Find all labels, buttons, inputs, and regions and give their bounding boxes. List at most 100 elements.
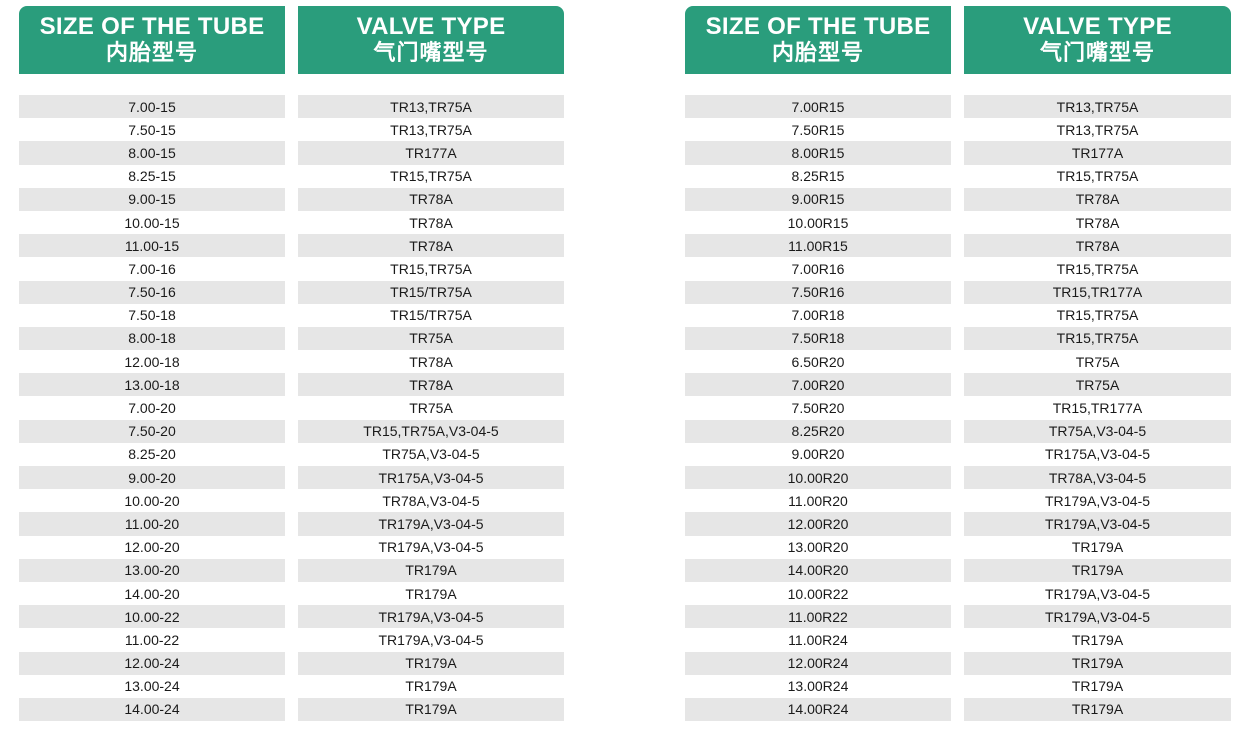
size-header-en: SIZE OF THE TUBE bbox=[39, 13, 265, 40]
tube-size-cell: 7.00R18 bbox=[685, 303, 951, 327]
table-row: 7.00R16 TR15,TR75A bbox=[685, 257, 1231, 281]
tube-size-cell: 7.50-16 bbox=[19, 280, 285, 304]
table-row: 13.00-18 TR78A bbox=[19, 373, 564, 397]
valve-type-cell: TR75A bbox=[298, 396, 564, 420]
valve-type-cell: TR179A,V3-04-5 bbox=[298, 512, 564, 536]
table-row: 7.50R20 TR15,TR177A bbox=[685, 396, 1231, 420]
valve-type-cell: TR78A,V3-04-5 bbox=[964, 466, 1231, 490]
tube-size-cell: 11.00-20 bbox=[19, 512, 285, 536]
radial-tube-table: SIZE OF THE TUBE 内胎型号 VALVE TYPE 气门嘴型号 7… bbox=[685, 6, 1231, 722]
table-row: 10.00-20 TR78A,V3-04-5 bbox=[19, 489, 564, 513]
table-row: 11.00R24 TR179A bbox=[685, 628, 1231, 652]
table-row: 11.00-22 TR179A,V3-04-5 bbox=[19, 628, 564, 652]
valve-type-cell: TR75A bbox=[964, 350, 1231, 374]
valve-type-cell: TR15,TR177A bbox=[964, 280, 1231, 304]
tube-size-cell: 14.00-20 bbox=[19, 581, 285, 606]
table-row: 11.00-20 TR179A,V3-04-5 bbox=[19, 512, 564, 536]
tube-size-cell: 13.00-18 bbox=[19, 373, 285, 397]
tube-size-cell: 11.00-22 bbox=[19, 628, 285, 652]
tube-size-cell: 8.00R15 bbox=[685, 141, 951, 165]
valve-type-cell: TR179A bbox=[298, 651, 564, 675]
valve-type-cell: TR179A,V3-04-5 bbox=[964, 512, 1231, 536]
valve-type-cell: TR179A bbox=[964, 628, 1231, 652]
table-row: 12.00-20 TR179A,V3-04-5 bbox=[19, 535, 564, 559]
valve-type-cell: TR75A,V3-04-5 bbox=[298, 442, 564, 466]
valve-type-cell: TR78A bbox=[298, 350, 564, 374]
valve-header-zh: 气门嘴型号 bbox=[373, 40, 489, 65]
valve-type-cell: TR15,TR75A bbox=[298, 164, 564, 188]
table-row: 12.00R20 TR179A,V3-04-5 bbox=[685, 512, 1231, 536]
tube-size-cell: 14.00R24 bbox=[685, 697, 951, 722]
valve-type-cell: TR78A bbox=[298, 210, 564, 235]
table-row: 8.25R20 TR75A,V3-04-5 bbox=[685, 419, 1231, 443]
table-row: 6.50R20 TR75A bbox=[685, 350, 1231, 374]
table-row: 12.00-18 TR78A bbox=[19, 350, 564, 374]
valve-header-en: VALVE TYPE bbox=[356, 13, 506, 40]
table-header: SIZE OF THE TUBE 内胎型号 VALVE TYPE 气门嘴型号 bbox=[685, 6, 1231, 74]
tube-size-cell: 11.00R20 bbox=[685, 489, 951, 513]
table-row: 13.00R24 TR179A bbox=[685, 674, 1231, 698]
tube-size-cell: 13.00R20 bbox=[685, 535, 951, 559]
valve-type-cell: TR78A bbox=[298, 234, 564, 258]
valve-column-header: VALVE TYPE 气门嘴型号 bbox=[964, 6, 1231, 74]
valve-type-cell: TR78A bbox=[964, 210, 1231, 235]
table-row: 8.00R15 TR177A bbox=[685, 141, 1231, 165]
valve-type-cell: TR13,TR75A bbox=[298, 95, 564, 119]
valve-type-cell: TR15,TR75A bbox=[964, 326, 1231, 351]
valve-type-cell: TR13,TR75A bbox=[298, 118, 564, 142]
valve-type-cell: TR78A,V3-04-5 bbox=[298, 489, 564, 513]
valve-header-en: VALVE TYPE bbox=[1023, 13, 1172, 40]
table-row: 7.50R16 TR15,TR177A bbox=[685, 280, 1231, 304]
tube-size-cell: 8.00-18 bbox=[19, 326, 285, 351]
tube-size-cell: 8.00-15 bbox=[19, 141, 285, 165]
size-column-header: SIZE OF THE TUBE 内胎型号 bbox=[685, 6, 951, 74]
valve-type-cell: TR78A bbox=[964, 234, 1231, 258]
table-row: 11.00-15 TR78A bbox=[19, 234, 564, 258]
tube-size-cell: 7.00R20 bbox=[685, 373, 951, 397]
tube-size-cell: 12.00R20 bbox=[685, 512, 951, 536]
tube-size-cell: 7.00R16 bbox=[685, 257, 951, 281]
table-row: 7.00R15 TR13,TR75A bbox=[685, 95, 1231, 119]
tube-size-cell: 6.50R20 bbox=[685, 350, 951, 374]
table-row: 7.50-15 TR13,TR75A bbox=[19, 118, 564, 142]
tube-size-cell: 10.00R22 bbox=[685, 581, 951, 606]
table-row: 7.50-20 TR15,TR75A,V3-04-5 bbox=[19, 419, 564, 443]
valve-type-cell: TR78A bbox=[298, 187, 564, 211]
tube-size-cell: 10.00R20 bbox=[685, 466, 951, 490]
size-header-zh: 内胎型号 bbox=[771, 40, 864, 65]
table-row: 7.50R15 TR13,TR75A bbox=[685, 118, 1231, 142]
table-body: 7.00R15 TR13,TR75A 7.50R15 TR13,TR75A 8.00R1… bbox=[685, 95, 1231, 722]
valve-type-cell: TR15,TR75A,V3-04-5 bbox=[298, 419, 564, 443]
valve-type-cell: TR177A bbox=[964, 141, 1231, 165]
table-row: 14.00R20 TR179A bbox=[685, 558, 1231, 582]
valve-type-cell: TR179A bbox=[964, 558, 1231, 582]
tube-size-cell: 7.50-20 bbox=[19, 419, 285, 443]
tube-size-cell: 10.00-20 bbox=[19, 489, 285, 513]
table-row: 11.00R15 TR78A bbox=[685, 234, 1231, 258]
tube-size-cell: 11.00R22 bbox=[685, 605, 951, 629]
tube-size-cell: 10.00R15 bbox=[685, 210, 951, 235]
valve-type-cell: TR175A,V3-04-5 bbox=[298, 466, 564, 490]
tube-size-cell: 13.00-24 bbox=[19, 674, 285, 698]
table-row: 14.00-20 TR179A bbox=[19, 581, 564, 606]
valve-type-cell: TR179A,V3-04-5 bbox=[298, 535, 564, 559]
table-row: 8.25R15 TR15,TR75A bbox=[685, 164, 1231, 188]
tube-size-cell: 8.25-20 bbox=[19, 442, 285, 466]
valve-type-cell: TR15/TR75A bbox=[298, 303, 564, 327]
tube-size-cell: 8.25R20 bbox=[685, 419, 951, 443]
tube-size-cell: 11.00-15 bbox=[19, 234, 285, 258]
table-row: 7.00R18 TR15,TR75A bbox=[685, 303, 1231, 327]
table-row: 7.00-15 TR13,TR75A bbox=[19, 95, 564, 119]
tube-size-cell: 12.00-20 bbox=[19, 535, 285, 559]
table-row: 8.00-15 TR177A bbox=[19, 141, 564, 165]
tube-size-cell: 9.00R20 bbox=[685, 442, 951, 466]
table-row: 9.00-15 TR78A bbox=[19, 187, 564, 211]
table-row: 7.50-16 TR15/TR75A bbox=[19, 280, 564, 304]
size-header-en: SIZE OF THE TUBE bbox=[705, 13, 931, 40]
table-row: 9.00-20 TR175A,V3-04-5 bbox=[19, 466, 564, 490]
valve-column-header: VALVE TYPE 气门嘴型号 bbox=[298, 6, 564, 74]
table-row: 8.25-20 TR75A,V3-04-5 bbox=[19, 442, 564, 466]
valve-type-cell: TR15,TR75A bbox=[964, 303, 1231, 327]
table-row: 8.00-18 TR75A bbox=[19, 326, 564, 351]
valve-type-cell: TR179A bbox=[964, 674, 1231, 698]
